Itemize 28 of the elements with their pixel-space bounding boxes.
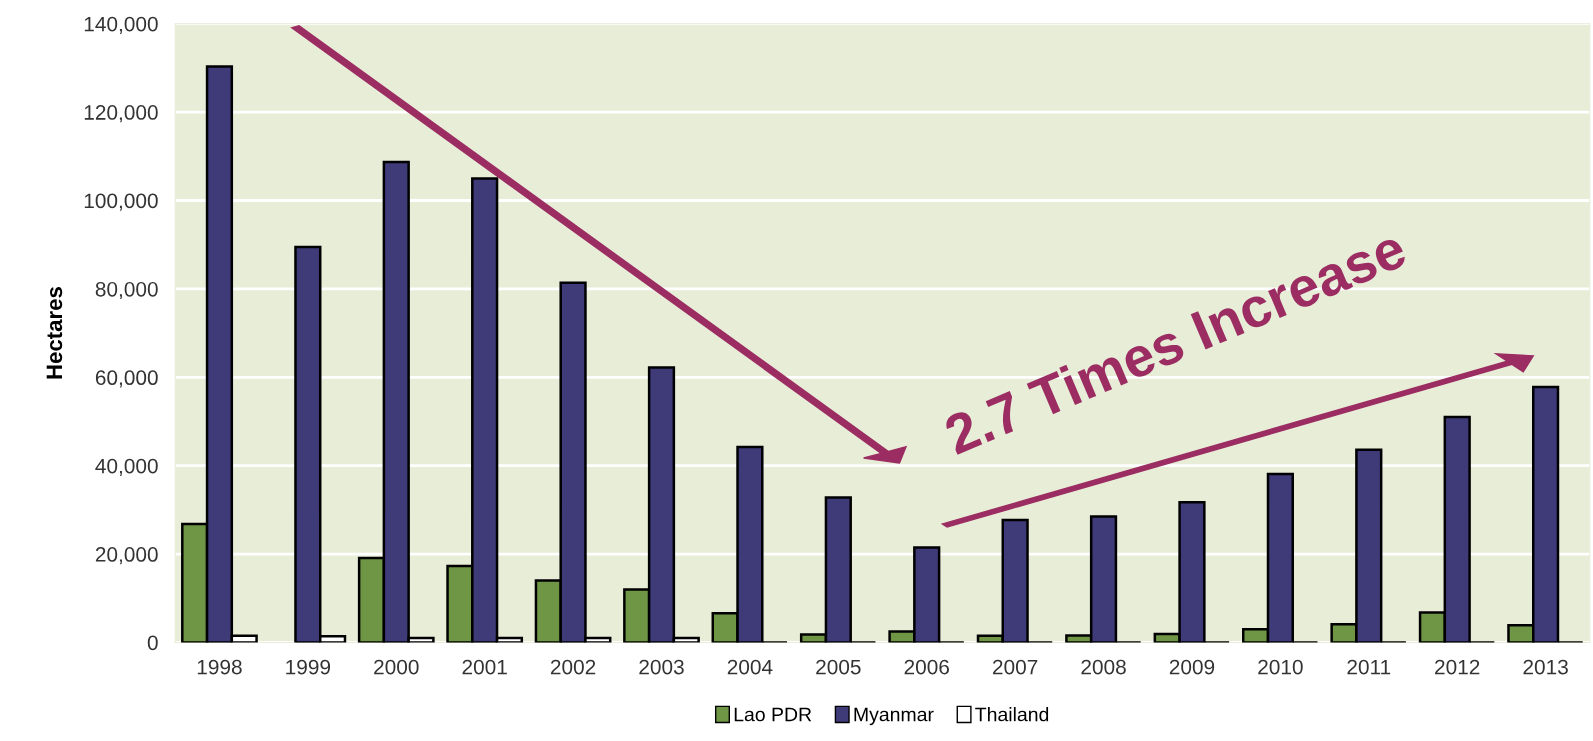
x-tick-label: 2005 [816,659,861,675]
x-tick-label: 2009 [1169,659,1215,675]
x-tick-label: 1998 [197,659,242,675]
x-tick-label: 2008 [1081,659,1126,675]
y-tick-label: 140,000 [84,16,158,34]
x-tick-label: 2003 [639,659,684,675]
y-axis-title: Hectares [46,287,63,379]
y-tick-label: 40,000 [95,458,158,476]
x-tick-label: 2007 [993,659,1038,675]
y-tick-label: 120,000 [84,105,158,123]
y-tick-label: 60,000 [95,370,158,388]
x-tick-label: 2000 [374,659,419,675]
x-tick-label: 2002 [550,659,596,675]
legend-label: Thailand [975,707,1049,722]
y-tick-label: 100,000 [84,193,158,211]
x-tick-label: 2004 [727,659,773,675]
y-tick-label: 80,000 [95,281,158,300]
legend-label: Lao PDR [734,707,812,722]
x-tick-label: 2010 [1258,659,1303,675]
y-tick-label: 0 [147,635,158,651]
x-tick-label: 2013 [1523,659,1568,675]
x-tick-label: 1999 [286,659,331,675]
x-tick-label: 2012 [1435,659,1480,675]
x-tick-label: 2006 [904,659,949,675]
y-tick-label: 20,000 [95,547,158,565]
x-tick-label: 2011 [1347,659,1391,675]
legend-label: Myanmar [854,707,934,726]
x-tick-label: 2001 [462,659,507,675]
